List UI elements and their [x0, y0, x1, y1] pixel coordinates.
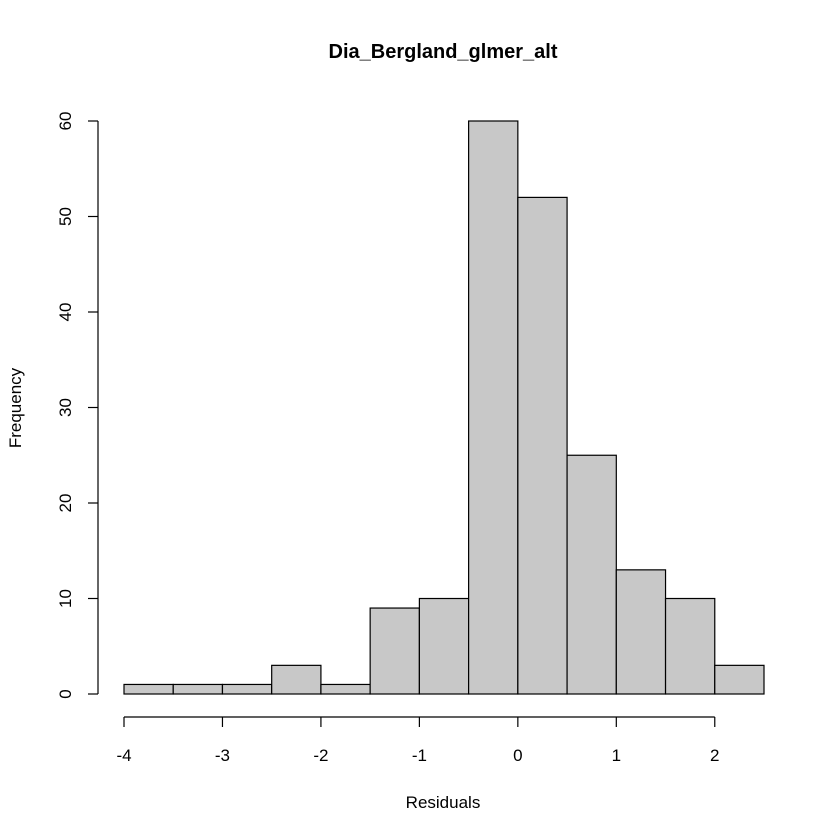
bars-group	[123, 120, 765, 695]
y-tick-label: 10	[56, 589, 75, 608]
histogram-bar	[369, 607, 420, 695]
y-axis: 0 10 20 30 40 50 60	[56, 112, 99, 699]
x-axis: -4 -3 -2 -1 0 1 2	[116, 716, 720, 765]
histogram-bar	[320, 683, 371, 695]
y-tick-label: 60	[56, 112, 75, 131]
histogram-bar	[418, 597, 470, 695]
x-tick-label: 0	[513, 746, 522, 765]
y-tick-label: 20	[56, 494, 75, 513]
histogram-bar	[615, 569, 667, 695]
histogram-bar	[271, 664, 322, 695]
histogram-bar	[566, 454, 617, 695]
histogram-bar	[517, 196, 568, 695]
x-tick-label: 1	[612, 746, 621, 765]
y-tick-label: 30	[56, 398, 75, 417]
histogram-bar	[664, 597, 716, 695]
y-axis-label: Frequency	[6, 367, 25, 448]
x-tick-label: -1	[412, 746, 427, 765]
chart-title: Dia_Bergland_glmer_alt	[329, 41, 558, 63]
y-tick-label: 0	[56, 689, 75, 698]
histogram-bar	[468, 120, 519, 695]
x-tick-label: -2	[313, 746, 328, 765]
histogram-bar	[123, 683, 174, 695]
histogram-bar	[221, 683, 273, 695]
histogram-bar	[714, 664, 765, 695]
x-tick-label: 2	[710, 746, 719, 765]
x-tick-label: -4	[116, 746, 131, 765]
histogram-bar	[172, 683, 224, 695]
x-axis-label: Residuals	[406, 793, 481, 812]
x-tick-label: -3	[215, 746, 230, 765]
y-tick-label: 40	[56, 303, 75, 322]
y-tick-label: 50	[56, 207, 75, 226]
